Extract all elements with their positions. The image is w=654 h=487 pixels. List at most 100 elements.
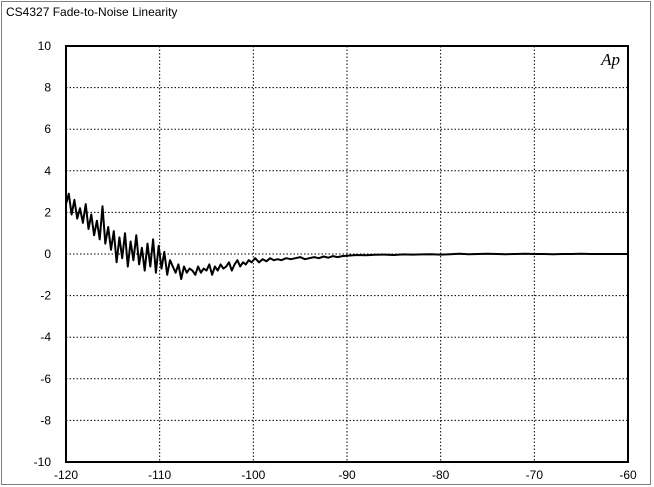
- data-point: [124, 232, 126, 234]
- data-point: [222, 268, 224, 270]
- data-point: [191, 270, 193, 272]
- data-point: [217, 270, 219, 272]
- data-point: [280, 259, 282, 261]
- x-tick-label: -100: [241, 468, 265, 482]
- y-tick-label: 6: [44, 122, 51, 136]
- data-point: [327, 257, 329, 259]
- data-point: [197, 265, 199, 268]
- data-point: [277, 258, 279, 260]
- series-layer: [65, 192, 629, 280]
- data-point: [144, 270, 146, 272]
- data-point: [155, 272, 157, 274]
- data-point: [262, 258, 264, 260]
- data-point: [68, 193, 70, 195]
- data-point: [118, 236, 120, 238]
- y-tick-label: 0: [44, 247, 51, 261]
- data-point: [85, 203, 87, 205]
- data-point: [79, 207, 81, 209]
- x-tick-label: -120: [54, 468, 78, 482]
- data-point: [561, 253, 564, 255]
- data-point: [228, 261, 230, 263]
- data-point: [160, 268, 163, 270]
- data-point: [430, 253, 432, 255]
- data-point: [393, 254, 395, 256]
- data-point: [294, 257, 297, 259]
- data-point: [93, 234, 95, 236]
- y-tick-label: 4: [44, 164, 51, 178]
- data-point: [608, 253, 610, 255]
- data-point: [138, 263, 140, 265]
- data-point: [543, 253, 545, 255]
- data-point: [90, 213, 92, 216]
- data-point: [71, 213, 73, 216]
- data-point: [374, 254, 376, 256]
- y-tick-label: -2: [40, 289, 51, 303]
- data-point: [200, 272, 202, 274]
- data-point: [73, 199, 75, 201]
- data-point: [254, 257, 256, 259]
- data-point: [355, 254, 357, 256]
- data-point: [208, 263, 210, 265]
- data-point: [177, 263, 179, 265]
- data-point: [146, 243, 149, 245]
- data-point: [599, 253, 601, 255]
- data-point: [304, 258, 306, 260]
- data-point: [234, 263, 236, 265]
- data-point: [332, 255, 334, 257]
- data-point: [205, 270, 208, 272]
- data-point: [273, 259, 275, 261]
- data-point: [486, 253, 489, 255]
- data-point: [183, 265, 185, 268]
- data-point: [318, 257, 320, 259]
- data-point: [290, 258, 292, 260]
- data-point: [308, 257, 311, 259]
- data-point: [402, 253, 404, 255]
- data-point: [533, 253, 535, 255]
- data-point: [166, 274, 168, 276]
- data-point: [618, 253, 620, 255]
- data-point: [365, 254, 367, 256]
- data-point: [158, 245, 160, 247]
- data-point: [580, 253, 582, 255]
- data-point: [99, 238, 101, 240]
- data-point: [496, 253, 498, 255]
- data-point: [412, 254, 414, 256]
- data-point: [285, 257, 287, 259]
- data-point: [220, 263, 222, 265]
- data-point: [250, 261, 253, 263]
- data-point: [211, 274, 213, 276]
- data-point: [113, 230, 115, 232]
- data-point: [346, 255, 348, 257]
- data-point: [130, 240, 132, 243]
- data-point: [135, 234, 137, 236]
- data-point: [515, 253, 517, 255]
- data-point: [231, 270, 233, 272]
- data-point: [76, 218, 78, 220]
- data-point: [104, 243, 106, 245]
- data-point: [186, 272, 188, 274]
- x-tick-label: -90: [338, 468, 356, 482]
- data-point: [87, 228, 90, 230]
- x-tick-label: -80: [432, 468, 450, 482]
- data-point: [323, 255, 325, 258]
- data-point: [299, 256, 301, 258]
- y-tick-label: 8: [44, 81, 51, 95]
- y-tick-label: 2: [44, 205, 51, 219]
- data-point: [121, 257, 123, 259]
- data-point: [468, 253, 470, 255]
- data-point: [505, 253, 507, 255]
- data-point: [242, 261, 244, 263]
- x-tick-label: -60: [619, 468, 637, 482]
- data-point: [169, 259, 171, 261]
- data-point: [152, 238, 154, 240]
- data-point: [245, 263, 247, 265]
- y-tick-label: 10: [38, 39, 52, 53]
- data-point: [172, 265, 174, 268]
- y-tick-label: -8: [40, 413, 51, 427]
- y-tick-label: -6: [40, 372, 51, 386]
- data-point: [225, 265, 227, 268]
- data-point: [477, 253, 479, 255]
- y-tick-label: -4: [40, 330, 51, 344]
- data-point: [589, 253, 592, 255]
- data-point: [440, 254, 442, 256]
